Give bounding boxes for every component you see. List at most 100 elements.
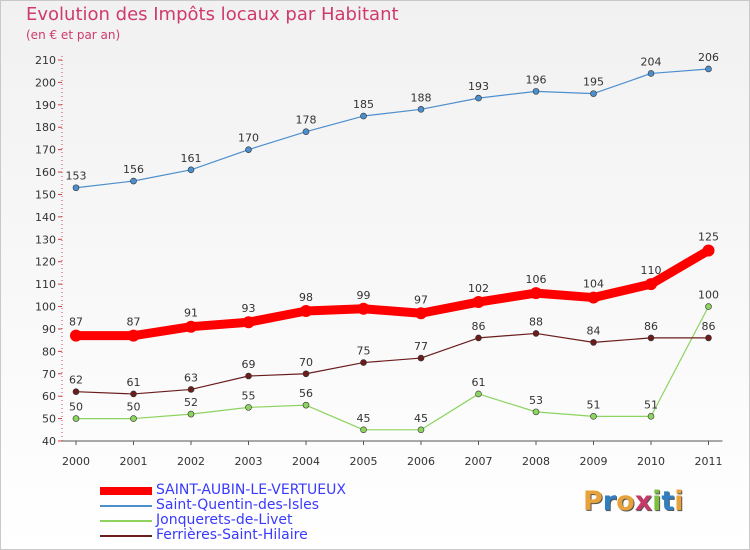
data-label: 87: [69, 316, 83, 329]
data-label: 104: [583, 278, 604, 291]
x-tick-label: 2003: [235, 455, 263, 468]
logo-letter: r: [602, 486, 617, 517]
data-point: [302, 128, 310, 136]
data-label: 62: [69, 374, 83, 387]
data-point: [532, 330, 540, 337]
y-tick-label: 150: [35, 188, 56, 201]
y-tick-label: 170: [35, 144, 56, 157]
data-point: [417, 426, 425, 434]
logo-letter: i: [674, 486, 684, 517]
y-tick-label: 190: [35, 99, 56, 112]
data-point: [357, 302, 370, 315]
data-point: [70, 329, 82, 342]
data-point: [415, 307, 427, 320]
data-point: [475, 390, 482, 398]
data-point: [587, 291, 600, 304]
data-label: 50: [127, 401, 141, 414]
proxiti-logo: Proxiti: [583, 486, 684, 517]
data-label: 86: [472, 320, 486, 333]
data-label: 75: [357, 345, 371, 358]
y-tick-label: 60: [42, 390, 56, 403]
logo-letter: i: [652, 486, 662, 517]
data-label: 156: [123, 163, 144, 176]
series-line: [75, 305, 710, 431]
data-point: [185, 320, 197, 333]
legend-label: SAINT-AUBIN-LE-VERTUEUX: [156, 482, 346, 498]
data-point: [302, 401, 310, 409]
x-tick-label: 2006: [407, 455, 435, 468]
data-point: [417, 354, 425, 362]
data-point: [645, 278, 657, 291]
logo-letter: P: [583, 486, 603, 517]
legend-swatch: [100, 535, 152, 537]
data-point: [705, 303, 712, 310]
data-label: 87: [127, 316, 141, 329]
data-label: 193: [468, 80, 489, 93]
data-label: 63: [184, 371, 198, 384]
data-label: 125: [698, 231, 719, 244]
y-tick-label: 80: [42, 345, 56, 358]
y-tick-label: 180: [35, 121, 56, 134]
data-label: 206: [698, 51, 719, 64]
data-label: 70: [299, 356, 313, 369]
data-point: [300, 305, 312, 318]
x-tick-label: 2004: [292, 455, 320, 468]
data-label: 51: [587, 398, 601, 411]
legend-swatch: [100, 487, 152, 495]
data-point: [705, 65, 712, 73]
x-tick-label: 2001: [120, 455, 148, 468]
data-point: [360, 359, 367, 366]
data-point: [187, 386, 195, 393]
y-tick-label: 90: [42, 323, 56, 336]
y-tick-label: 40: [42, 435, 56, 448]
data-label: 98: [299, 291, 313, 304]
data-label: 178: [296, 114, 317, 127]
data-point: [647, 413, 655, 420]
data-point: [130, 390, 137, 398]
data-point: [130, 415, 137, 422]
logo-letter: t: [661, 486, 675, 517]
data-label: 61: [127, 376, 141, 389]
data-point: [130, 177, 137, 185]
data-label: 204: [641, 55, 662, 68]
data-label: 52: [184, 396, 198, 409]
data-label: 110: [641, 264, 662, 277]
data-point: [245, 404, 252, 411]
x-tick-label: 2009: [580, 455, 608, 468]
data-label: 61: [472, 376, 486, 389]
data-point: [187, 166, 195, 174]
data-point: [360, 426, 367, 434]
data-label: 84: [587, 324, 601, 337]
x-tick-label: 2000: [62, 455, 90, 468]
y-tick-label: 120: [35, 256, 56, 269]
data-point: [590, 413, 597, 420]
y-tick-label: 200: [35, 76, 56, 89]
data-label: 45: [357, 412, 371, 425]
data-point: [647, 334, 655, 342]
data-label: 91: [184, 307, 198, 320]
data-point: [590, 90, 597, 97]
data-label: 97: [414, 293, 428, 306]
data-point: [475, 94, 482, 102]
y-tick-label: 130: [35, 233, 56, 246]
data-point: [72, 388, 80, 395]
data-point: [245, 372, 252, 380]
data-label: 93: [242, 302, 256, 315]
data-point: [532, 88, 540, 95]
legend-label: Saint-Quentin-des-Isles: [156, 497, 320, 513]
y-tick-label: 100: [35, 301, 56, 314]
data-label: 86: [702, 320, 716, 333]
data-label: 88: [529, 315, 543, 328]
data-label: 69: [242, 358, 256, 371]
legend-label: Jonquerets-de-Livet: [156, 512, 293, 528]
series-line: [75, 68, 710, 189]
data-point: [127, 329, 140, 342]
legend-label: Ferrières-Saint-Hilaire: [156, 527, 308, 543]
x-tick-label: 2007: [465, 455, 493, 468]
line-chart: 40 50 60 70 80 90 100 110 120 130 140 150 160 170 180 1…: [35, 51, 723, 468]
y-tick-label: 160: [35, 166, 56, 179]
data-label: 53: [529, 394, 543, 407]
chart-title: Evolution des Impôts locaux par Habitant: [26, 4, 399, 25]
data-label: 153: [66, 170, 87, 183]
